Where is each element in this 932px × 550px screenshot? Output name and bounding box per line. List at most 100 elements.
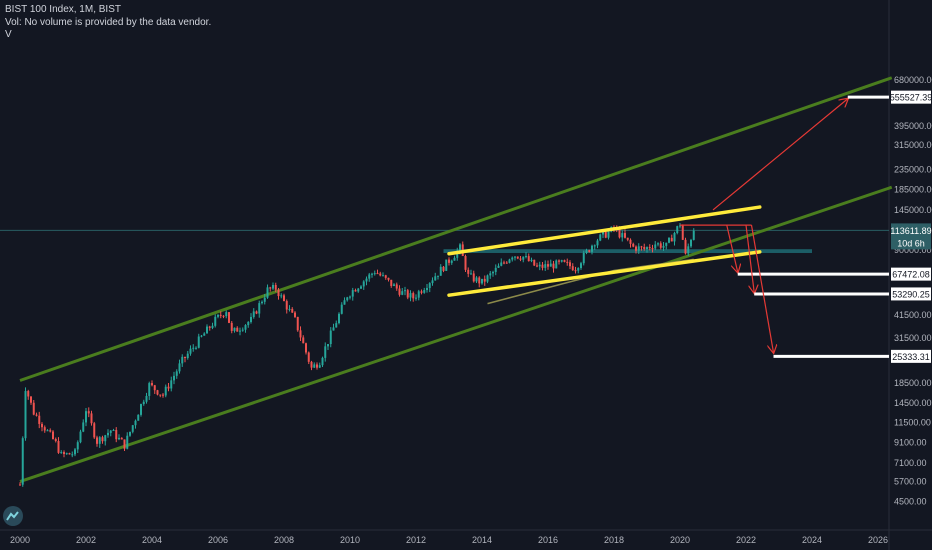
candle-body (635, 246, 637, 251)
candle-body (470, 273, 472, 275)
candle-body (486, 275, 489, 282)
candle-body (602, 231, 604, 235)
candle-body (255, 311, 258, 314)
candle-body (360, 286, 362, 289)
candle-body (134, 420, 137, 426)
time-axis-panel (0, 530, 932, 550)
target-arrow-4 (750, 224, 774, 352)
candle-body (415, 297, 417, 299)
target-price-tag (891, 349, 931, 363)
candle-body (646, 247, 648, 249)
candle-body (93, 423, 96, 438)
target-price-tag (891, 287, 931, 301)
candle-body (324, 346, 327, 358)
symbol-title[interactable]: BIST 100 Index, 1M, BIST (5, 4, 121, 15)
candle-body (492, 271, 494, 274)
candle-body (164, 386, 167, 396)
candle-body (123, 439, 126, 449)
price-tick-label: 9100.00 (894, 437, 927, 447)
time-tick-label: 2008 (274, 535, 294, 545)
tradingview-logo-icon[interactable] (3, 506, 23, 526)
candle-body (68, 453, 71, 455)
candle-body (434, 276, 437, 281)
candle-body (472, 273, 475, 282)
candle-body (104, 435, 107, 442)
candle-body (197, 336, 200, 348)
chart-legend: BIST 100 Index, 1M, BIST Vol: No volume … (5, 4, 211, 42)
candle-body (530, 259, 533, 262)
candle-body (285, 301, 288, 310)
candle-body (547, 264, 549, 267)
candle-body (313, 364, 316, 368)
candle-body (327, 344, 329, 347)
time-axis[interactable]: 2000 2002 2004 2006 2008 2010 2012 2014 2016 2018… (10, 535, 888, 545)
candle-body (673, 233, 676, 242)
candle-body (35, 414, 38, 416)
target-arrow-1 (712, 99, 848, 211)
candle-body (585, 250, 588, 253)
candle-body (503, 262, 505, 264)
target-price-label: 555527.39 (890, 93, 932, 103)
candle-body (305, 343, 307, 353)
candle-body (107, 432, 109, 436)
candle-body (310, 361, 313, 368)
candle-body (464, 256, 467, 270)
candle-body (167, 386, 170, 389)
target-price-tag (891, 267, 931, 281)
candle-body (387, 277, 390, 280)
candle-body (346, 297, 349, 301)
candle-body (98, 437, 101, 444)
candle-body (384, 275, 387, 278)
candle-body (244, 325, 247, 330)
candle-body (156, 390, 159, 395)
candle-body (131, 425, 134, 432)
candle-body (46, 430, 49, 432)
candle-body (27, 391, 30, 397)
candle-body (219, 314, 222, 316)
price-tick-label: 31500.00 (894, 333, 932, 343)
candle-body (591, 245, 593, 252)
price-tick-label: 7100.00 (894, 458, 927, 468)
candle-body (626, 237, 629, 240)
target-arrow-2 (726, 224, 738, 272)
candle-body (288, 308, 291, 310)
candle-body (200, 335, 203, 337)
time-tick-label: 2018 (604, 535, 624, 545)
candle-body (426, 288, 428, 291)
candle-body (522, 256, 525, 260)
candle-body (74, 449, 76, 455)
candle-body (184, 356, 186, 359)
candle-body (431, 280, 434, 284)
indicator-label[interactable]: V (5, 29, 12, 40)
candle-body (665, 242, 668, 246)
price-axis[interactable]: 680000.00 395000.00 315000.00 235000.00 1850… (894, 75, 932, 506)
candle-body (505, 262, 508, 264)
candle-body (140, 404, 142, 415)
candle-body (241, 329, 244, 331)
candle-body (640, 246, 643, 248)
candle-body (404, 290, 406, 292)
time-tick-label: 2002 (76, 535, 96, 545)
candle-body (687, 246, 690, 254)
candle-body (489, 273, 492, 276)
target-price-label: 53290.25 (892, 289, 930, 299)
candle-body (302, 337, 305, 344)
price-tick-label: 41500.00 (894, 310, 932, 320)
candle-body (692, 230, 695, 240)
candle-body (439, 266, 442, 276)
candle-body (527, 256, 530, 262)
candle-body (181, 356, 184, 364)
candle-body (409, 293, 412, 298)
target-arrows (712, 95, 889, 358)
candle-body (30, 396, 32, 403)
candle-body (593, 245, 596, 247)
candle-body (354, 290, 357, 292)
candle-body (632, 243, 635, 247)
candle-body (96, 437, 98, 444)
candle-body (159, 394, 162, 396)
candle-body (112, 430, 115, 432)
candle-body (291, 308, 294, 313)
candle-body (681, 225, 684, 240)
candle-body (63, 452, 65, 454)
